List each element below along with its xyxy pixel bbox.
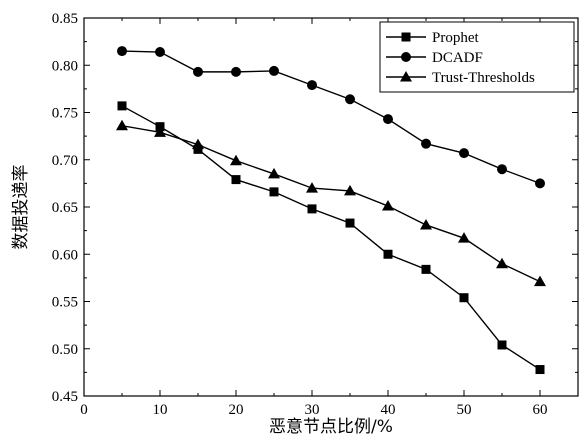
- data-point-prophet: [269, 187, 279, 197]
- data-point-dcadf: [497, 164, 507, 175]
- x-tick-label: 40: [381, 402, 396, 418]
- y-tick-label: 0.60: [52, 247, 78, 263]
- x-tick-label: 50: [457, 402, 472, 418]
- legend-marker-dcadf: [401, 52, 411, 62]
- legend: Prophet DCADF Trust-Thresholds: [379, 21, 575, 93]
- plot-area: [116, 46, 546, 375]
- data-point-prophet: [383, 249, 393, 259]
- y-tick-label: 0.70: [52, 153, 78, 169]
- series-line-prophet: [121, 105, 541, 371]
- data-point-trust-thresholds: [534, 275, 546, 287]
- data-point-prophet: [535, 365, 545, 375]
- x-tick-label: 20: [229, 402, 244, 418]
- data-point-prophet: [459, 293, 469, 303]
- x-tick-label: 30: [305, 402, 320, 418]
- data-point-dcadf: [383, 114, 393, 125]
- y-tick-label: 0.75: [52, 106, 78, 122]
- data-point-prophet: [231, 175, 241, 185]
- legend-label-dcadf: DCADF: [432, 50, 483, 66]
- data-point-prophet: [497, 340, 507, 350]
- y-tick-label: 0.85: [52, 11, 78, 27]
- data-point-prophet: [193, 144, 203, 154]
- data-point-prophet: [421, 264, 431, 274]
- data-point-dcadf: [421, 138, 431, 149]
- x-tick-label: 60: [533, 402, 548, 418]
- data-point-trust-thresholds: [306, 182, 318, 193]
- data-point-prophet: [345, 218, 355, 228]
- data-point-trust-thresholds: [116, 119, 128, 131]
- data-point-prophet: [117, 101, 127, 111]
- data-point-dcadf: [345, 94, 355, 105]
- y-tick-label: 0.65: [52, 200, 78, 216]
- data-point-trust-thresholds: [496, 257, 508, 269]
- series-line-trust-thresholds: [121, 125, 541, 283]
- data-point-trust-thresholds: [420, 218, 432, 230]
- data-point-dcadf: [193, 66, 203, 77]
- data-point-dcadf: [231, 66, 241, 77]
- legend-marker-trust-thresholds: [400, 71, 412, 82]
- data-point-trust-thresholds: [230, 154, 242, 166]
- y-tick-label: 0.55: [52, 295, 78, 311]
- data-point-trust-thresholds: [458, 232, 470, 243]
- data-point-trust-thresholds: [268, 167, 280, 179]
- data-point-trust-thresholds: [154, 126, 166, 137]
- data-point-trust-thresholds: [192, 138, 204, 150]
- y-tick-label: 0.45: [52, 389, 78, 405]
- data-point-dcadf: [117, 46, 127, 57]
- y-axis-title: 数据投递率: [11, 165, 31, 250]
- axes: 0 10 20 30 40 50 60 0.45 0.50 0.55 0.60 0.65 0.70 0.7…: [52, 11, 579, 418]
- series-line-dcadf: [121, 50, 541, 185]
- data-point-dcadf: [307, 80, 317, 91]
- y-tick-label: 0.80: [52, 58, 78, 74]
- legend-marker-prophet: [401, 32, 411, 42]
- data-point-dcadf: [269, 65, 279, 76]
- legend-label-trust-thresholds: Trust-Thresholds: [432, 70, 535, 86]
- data-point-trust-thresholds: [382, 200, 394, 211]
- data-point-trust-thresholds: [344, 184, 356, 196]
- y-tick-label: 0.50: [52, 342, 78, 358]
- data-point-dcadf: [155, 47, 165, 58]
- x-tick-label: 0: [80, 402, 88, 418]
- data-point-dcadf: [535, 178, 545, 189]
- legend-label-prophet: Prophet: [432, 30, 479, 46]
- x-tick-label: 10: [153, 402, 168, 418]
- x-axis-title: 恶意节点比例/%: [269, 417, 393, 437]
- data-point-dcadf: [459, 148, 469, 159]
- data-point-prophet: [307, 204, 317, 214]
